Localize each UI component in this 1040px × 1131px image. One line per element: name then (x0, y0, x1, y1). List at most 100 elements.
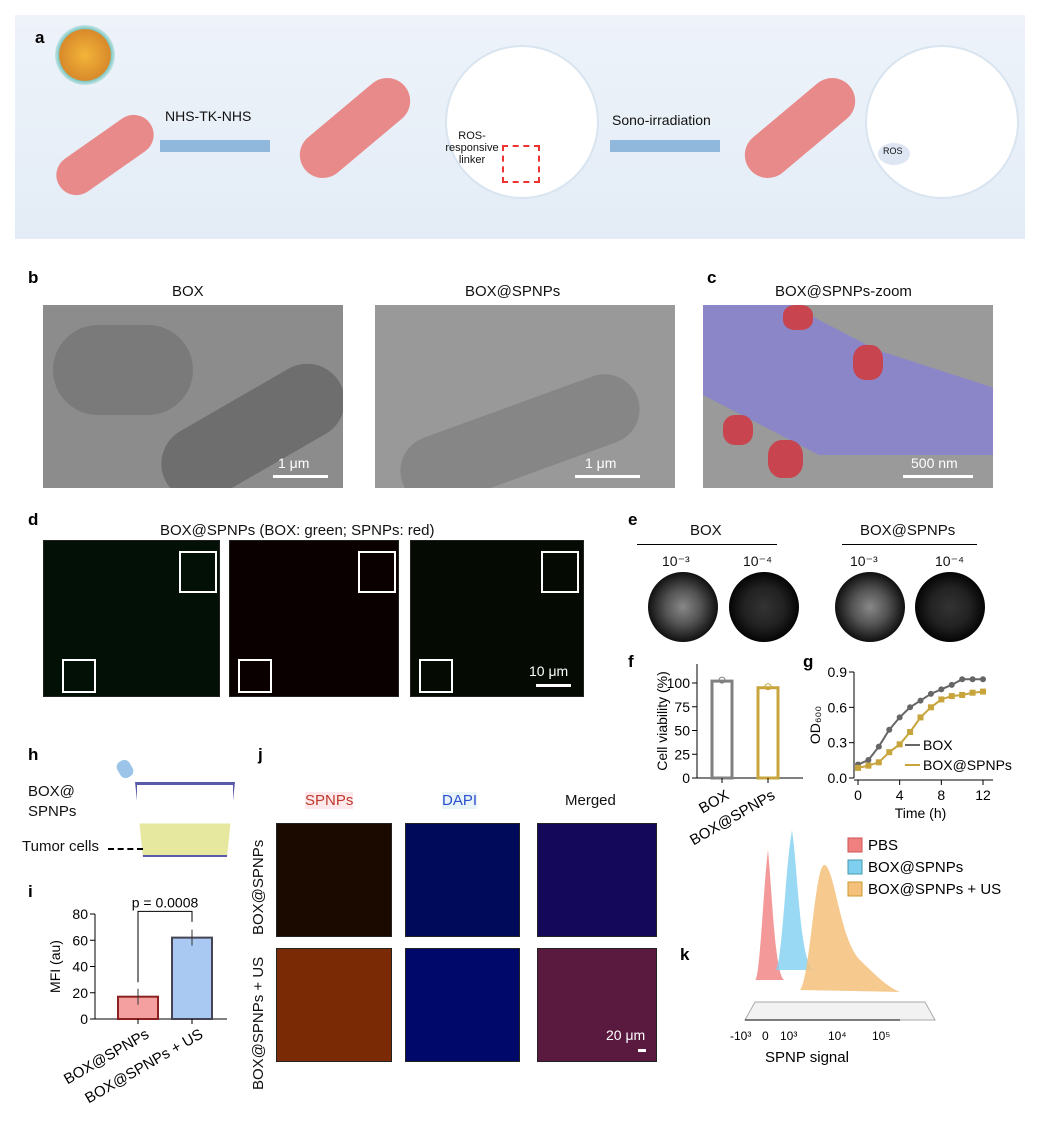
panel-label-e: e (628, 510, 638, 529)
data-point (969, 689, 976, 696)
legend-pbs: PBS (868, 837, 898, 854)
y-axis-label: OD₆₀₀ (807, 706, 823, 744)
y-tick-label: 100 (667, 675, 691, 691)
panel-label-c: c (707, 268, 717, 287)
h-label-spnps: SPNPs (28, 803, 77, 820)
k-tick: 0 (762, 1029, 769, 1043)
zoom-circle (865, 45, 1019, 199)
y-tick-label: 0 (682, 770, 690, 786)
linker-box (502, 145, 540, 183)
nanoparticle-icon (55, 25, 115, 85)
data-point (959, 676, 966, 683)
data-point (896, 741, 903, 748)
data-point (865, 762, 872, 769)
k-tick: -10³ (730, 1029, 751, 1043)
y-tick-label: 50 (674, 723, 690, 739)
data-point (917, 714, 924, 721)
legend-label: BOX@SPNPs (923, 757, 1012, 773)
histogram-pbs (755, 850, 785, 980)
data-point (927, 690, 934, 697)
data-point (764, 683, 772, 691)
y-axis-label: Cell viability (%) (654, 671, 670, 771)
confocal-merged-1 (537, 823, 657, 937)
y-tick-label: 0.0 (828, 770, 848, 786)
panel-label-f: f (628, 652, 634, 671)
data-point (938, 686, 945, 693)
legend-us: BOX@SPNPs + US (868, 881, 1001, 898)
confocal-spnps-2 (276, 948, 392, 1062)
scale-bar-label: 1 μm (585, 455, 617, 471)
b-title-boxspnps: BOX@SPNPs (465, 283, 561, 300)
tem-image-zoom: 500 nm (703, 305, 993, 488)
data-point (969, 676, 976, 683)
legend-swatch-us (847, 881, 863, 897)
ros-bubble (878, 143, 910, 165)
y-tick-label: 25 (674, 746, 690, 762)
histogram-box (775, 830, 815, 970)
y-tick-label: 60 (72, 932, 88, 948)
y-tick-label: 0 (80, 1011, 88, 1027)
chart-k: PBS BOX@SPNPs BOX@SPNPs + US -10³ 0 10³ 10… (730, 830, 1001, 1066)
legend-label: BOX (923, 737, 953, 753)
confocal-dapi-2 (405, 948, 520, 1062)
h-label-box: BOX@ (28, 783, 75, 800)
tem-image-boxspnps: 1 μm (375, 305, 675, 488)
panel-label-g: g (803, 652, 814, 671)
scale-bar-label: 500 nm (911, 455, 958, 471)
dilution-label: 10⁻⁴ (743, 553, 772, 569)
data-point (865, 757, 872, 764)
panel-label-a: a (35, 28, 45, 47)
panel-label-i: i (28, 882, 33, 901)
x-tick-label: 12 (975, 787, 991, 803)
j-col-merged: Merged (565, 792, 616, 809)
confocal-merged-2: 20 μm (537, 948, 657, 1062)
legend-swatch-box (847, 859, 863, 875)
data-point (875, 759, 882, 766)
dilution-label: 10⁻³ (662, 553, 690, 569)
h-label-tumor: Tumor cells (22, 838, 99, 855)
e-group-box: BOX (690, 522, 722, 539)
j-col-spnps: SPNPs (305, 792, 354, 809)
bar-BOX (710, 679, 734, 780)
k-tick: 10⁵ (872, 1029, 890, 1043)
histogram-us (800, 864, 900, 992)
x-tick-label: 4 (896, 787, 904, 803)
data-point (917, 697, 924, 704)
k-xlabel: SPNP signal (765, 1049, 849, 1066)
sono-label: Sono-irradiation (612, 112, 711, 128)
data-point (959, 691, 966, 698)
data-point (938, 696, 945, 703)
data-point (886, 749, 893, 756)
data-point (855, 764, 861, 771)
y-axis-label: MFI (au) (47, 940, 63, 993)
panel-label-j: j (258, 745, 263, 764)
colony-plate (648, 572, 718, 642)
data-point (718, 676, 726, 684)
transwell-schematic (135, 782, 235, 857)
scale-bar-label: 10 μm (529, 663, 569, 679)
legend: PBS BOX@SPNPs BOX@SPNPs + US (847, 837, 1001, 898)
y-tick-label: 80 (72, 906, 88, 922)
dilution-label: 10⁻³ (850, 553, 878, 569)
data-point (927, 704, 934, 711)
legend-swatch-pbs (847, 837, 863, 853)
scale-bar-label: 20 μm (606, 1027, 646, 1043)
confocal-dapi-1 (405, 823, 520, 937)
ros-linker-label: ROS-responsive linker (445, 130, 499, 166)
data-point (896, 714, 903, 721)
y-tick-label: 0.3 (828, 735, 848, 751)
colony-plate (915, 572, 985, 642)
p-value: p = 0.0008 (132, 894, 199, 910)
data-point (875, 743, 882, 750)
dilution-label: 10⁻⁴ (935, 553, 964, 569)
colony-plate (729, 572, 799, 642)
j-col-dapi: DAPI (442, 792, 478, 809)
k-tick: 10⁴ (828, 1029, 847, 1043)
tem-image-box: 1 μm (43, 305, 343, 488)
data-point (948, 681, 955, 688)
legend-box: BOX@SPNPs (868, 859, 963, 876)
k-tick: 10³ (780, 1029, 797, 1043)
x-axis-label: Time (h) (895, 805, 947, 821)
panel-label-k: k (680, 945, 690, 964)
panel-label-b: b (28, 268, 39, 287)
